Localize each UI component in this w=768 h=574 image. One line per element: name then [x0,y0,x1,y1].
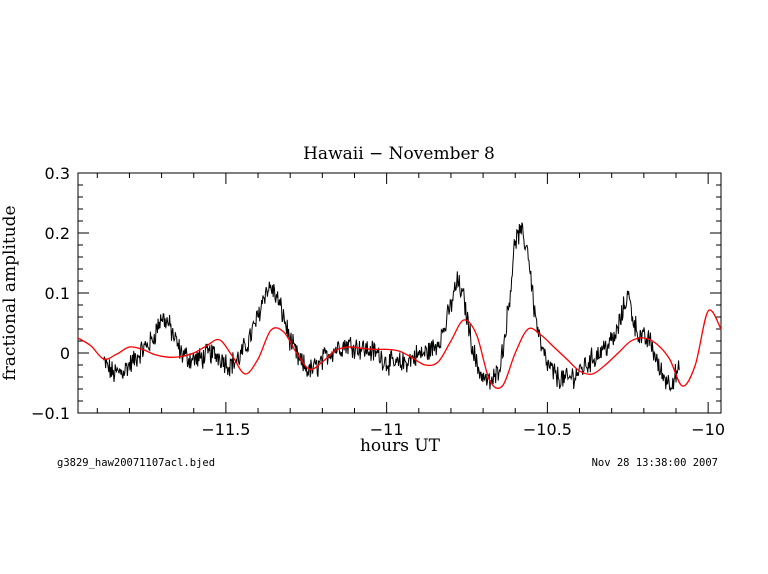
plot-frame [77,172,722,414]
footer-filename: g3829_haw20071107acl.bjed [57,457,215,469]
series-fit-line [77,309,722,389]
y-tick-label: 0.2 [45,224,70,243]
footer-timestamp: Nov 28 13:38:00 2007 [592,457,718,469]
x-tick-label: −10 [691,420,725,439]
plot-series [77,222,722,392]
x-tick-label: −10.5 [523,420,572,439]
y-axis-label: fractional amplitude [0,205,20,380]
x-tick-label: −11.5 [201,420,250,439]
x-axis-label: hours UT [360,436,441,456]
axis-ticks: −11.5 −11 −10.5 −10 −0.1 0 0.1 0.2 0.3 [31,164,725,439]
series-data-line [103,222,680,392]
y-tick-label: 0 [60,344,70,363]
x-tick-label: −11 [370,420,404,439]
y-tick-label: 0.3 [45,164,70,183]
chart-title: Hawaii − November 8 [303,144,495,164]
y-tick-label: −0.1 [31,404,70,423]
y-tick-label: 0.1 [45,284,70,303]
